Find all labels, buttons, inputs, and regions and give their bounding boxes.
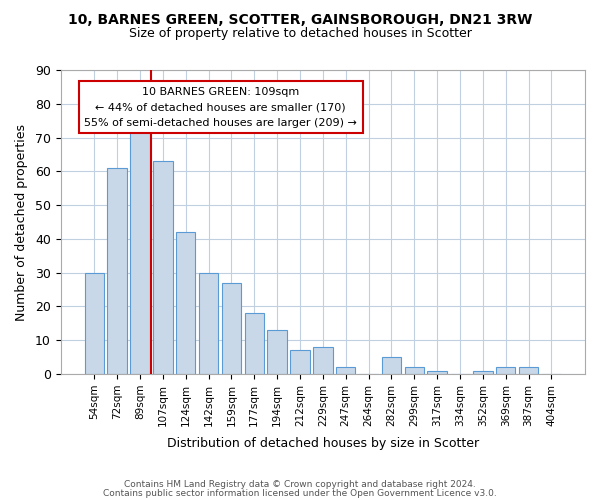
Bar [382, 357, 401, 374]
Bar [245, 313, 264, 374]
Bar [290, 350, 310, 374]
Bar [130, 118, 149, 374]
Bar [176, 232, 196, 374]
Bar [404, 368, 424, 374]
Y-axis label: Number of detached properties: Number of detached properties [15, 124, 28, 320]
Bar [107, 168, 127, 374]
Text: Contains HM Land Registry data © Crown copyright and database right 2024.: Contains HM Land Registry data © Crown c… [124, 480, 476, 489]
Bar [268, 330, 287, 374]
X-axis label: Distribution of detached houses by size in Scotter: Distribution of detached houses by size … [167, 437, 479, 450]
Bar [427, 370, 447, 374]
Bar [153, 161, 173, 374]
Bar [221, 283, 241, 374]
Bar [336, 368, 355, 374]
Bar [519, 368, 538, 374]
Text: 10 BARNES GREEN: 109sqm
← 44% of detached houses are smaller (170)
55% of semi-d: 10 BARNES GREEN: 109sqm ← 44% of detache… [84, 86, 357, 128]
Text: Contains public sector information licensed under the Open Government Licence v3: Contains public sector information licen… [103, 489, 497, 498]
Bar [85, 272, 104, 374]
Bar [313, 347, 332, 374]
Bar [496, 368, 515, 374]
Text: 10, BARNES GREEN, SCOTTER, GAINSBOROUGH, DN21 3RW: 10, BARNES GREEN, SCOTTER, GAINSBOROUGH,… [68, 12, 532, 26]
Bar [199, 272, 218, 374]
Bar [473, 370, 493, 374]
Text: Size of property relative to detached houses in Scotter: Size of property relative to detached ho… [128, 28, 472, 40]
